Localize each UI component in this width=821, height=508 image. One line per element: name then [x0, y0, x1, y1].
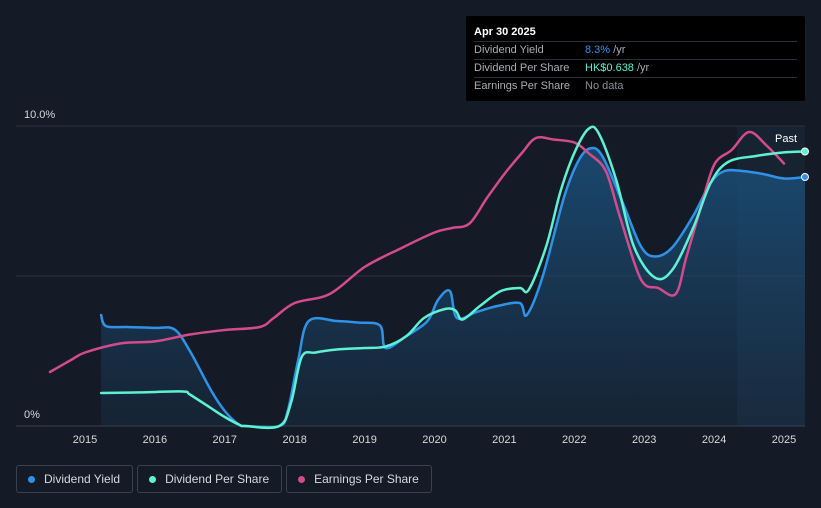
legend-item-dividend-per-share[interactable]: Dividend Per Share: [137, 465, 283, 493]
series-line-dividend-yield: [99, 146, 807, 429]
legend-label: Dividend Per Share: [165, 472, 270, 486]
series-line-dividend-per-share: [99, 125, 807, 430]
tooltip-row-earnings-per-share: Earnings Per Share No data: [474, 77, 797, 95]
series-area-dividend-yield: [101, 147, 806, 428]
x-tick-label: 2017: [213, 434, 237, 446]
x-tick-label: 2021: [492, 434, 516, 446]
legend-dot-icon: [149, 475, 157, 483]
end-marker-dividend-yield: [800, 173, 809, 181]
series-layer: [48, 125, 807, 430]
y-tick-label: 10.0%: [24, 109, 55, 121]
legend-dot-icon: [298, 475, 306, 483]
tooltip-value: No data: [585, 80, 624, 92]
legend: Dividend Yield Dividend Per Share Earnin…: [16, 465, 432, 493]
legend-label: Earnings Per Share: [314, 472, 419, 486]
x-tick-label: 2025: [772, 434, 796, 446]
tooltip-value: 8.3%: [585, 44, 611, 56]
x-tick-label: 2016: [143, 434, 167, 446]
tooltip-value: HK$0.638: [585, 62, 634, 74]
tooltip-unit: /yr: [633, 62, 650, 74]
tooltip-label: Dividend Per Share: [474, 62, 570, 74]
tooltip-label: Dividend Yield: [474, 44, 544, 56]
x-tick-label: 2018: [282, 434, 306, 446]
legend-item-earnings-per-share[interactable]: Earnings Per Share: [286, 465, 432, 493]
x-tick-label: 2022: [562, 434, 586, 446]
past-label: Past: [775, 133, 797, 145]
y-tick-label: 0%: [24, 409, 40, 421]
legend-dot-icon: [28, 475, 35, 483]
legend-label: Dividend Yield: [44, 472, 121, 486]
tooltip-row-dividend-yield: Dividend Yield 8.3% /yr: [474, 41, 797, 59]
tooltip-date: Apr 30 2025: [474, 26, 536, 38]
x-tick-label: 2015: [73, 434, 97, 446]
x-tick-label: 2023: [632, 434, 656, 446]
end-markers: [800, 147, 809, 181]
legend-item-dividend-yield[interactable]: Dividend Yield: [16, 465, 134, 493]
x-tick-label: 2019: [352, 434, 376, 446]
tooltip-row-dividend-per-share: Dividend Per Share HK$0.638 /yr: [474, 59, 797, 77]
x-tick-label: 2020: [422, 434, 446, 446]
tooltip-unit: /yr: [610, 44, 626, 56]
axis-labels: 2015 2016 2017 2018 2019 2020 2021 2022 2023 2024…: [24, 109, 796, 446]
tooltip: Apr 30 2025 Dividend Yield 8.3% /yr Divi…: [466, 16, 805, 101]
series-line-earnings-per-share: [48, 130, 786, 374]
x-tick-label: 2024: [702, 434, 726, 446]
tooltip-label: Earnings Per Share: [474, 80, 570, 92]
end-marker-dividend-per-share: [800, 147, 809, 156]
